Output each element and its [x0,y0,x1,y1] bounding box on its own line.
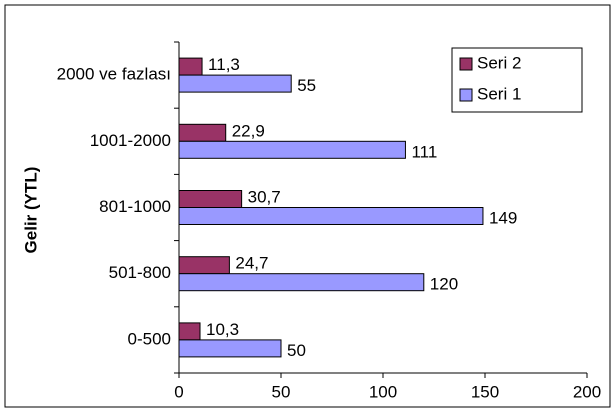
x-tick-label: 50 [272,382,291,401]
x-tick-label: 200 [573,382,601,401]
y-tick-label: 801-1000 [99,197,171,216]
data-label: 111 [411,142,437,161]
x-tick-label: 0 [174,382,183,401]
y-tick-label: 0-500 [128,329,171,348]
bar [178,74,292,93]
data-label: 30,7 [248,187,281,206]
legend-box [451,47,583,113]
data-label: 120 [430,275,458,294]
bar [178,123,227,142]
data-label: 55 [297,76,316,95]
bar [178,273,425,292]
bar [178,207,484,225]
legend-swatch [459,88,473,102]
data-label: 50 [287,341,306,360]
y-tick-label: 501-800 [109,263,171,282]
y-tick-label: 2000 ve fazlası [57,65,171,84]
bar [178,256,230,275]
bar [178,322,201,341]
data-label: 22,9 [232,121,265,140]
y-axis-label: Gelir (YTL) [21,167,40,254]
bar [178,140,406,159]
x-tick-label: 100 [369,382,397,401]
legend-label: Seri 2 [477,53,521,72]
data-label: 149 [489,208,517,227]
bar [178,339,282,358]
legend-swatch [459,57,473,71]
y-tick-label: 1001-2000 [90,131,171,150]
bar [178,57,203,76]
x-tick-label: 150 [471,382,499,401]
data-label: 10,3 [206,320,239,339]
bar [178,190,243,208]
data-label: 24,7 [235,254,268,273]
legend-label: Seri 1 [477,84,521,103]
data-label: 11,3 [208,55,240,74]
